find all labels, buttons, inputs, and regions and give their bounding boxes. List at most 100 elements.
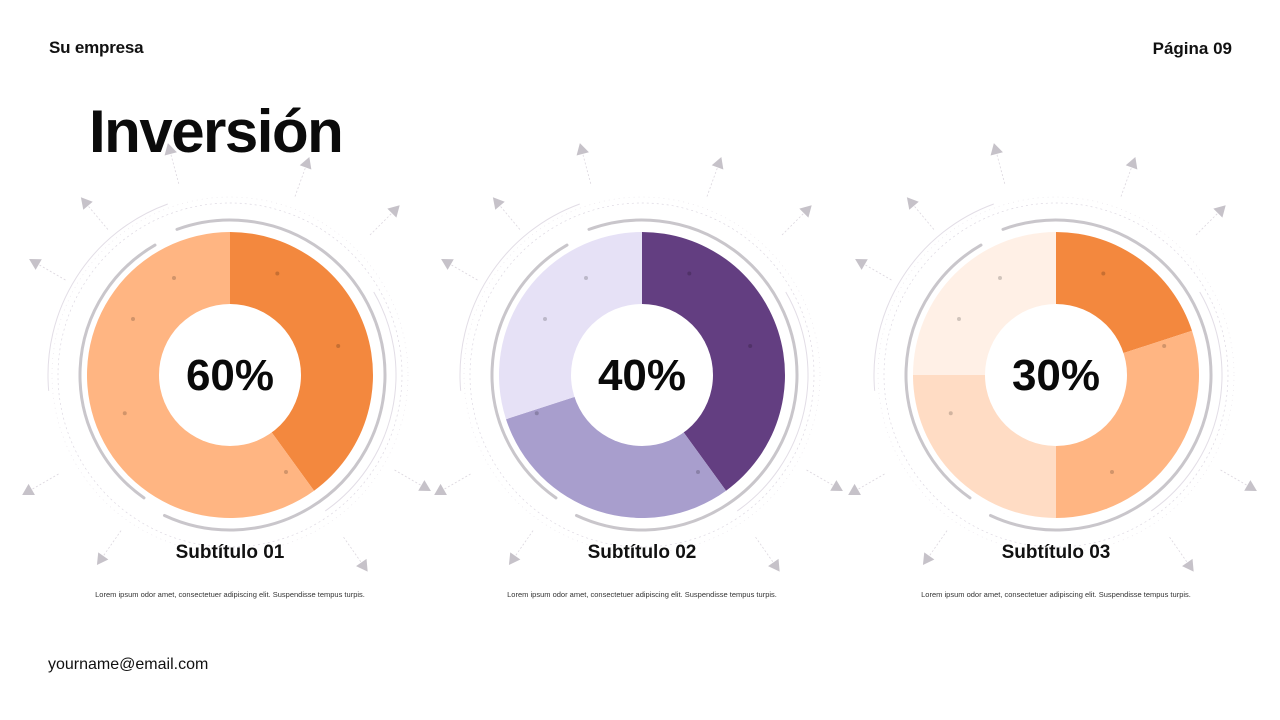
pointer-line [294, 163, 308, 197]
slice-dot [687, 271, 692, 276]
slice-dot [584, 276, 588, 281]
gray-arc-decoration [574, 218, 799, 532]
donut-chart-1 [22, 143, 431, 572]
pie-slice-2 [506, 375, 727, 518]
gray-arc-decoration [904, 243, 983, 500]
pointer-line [1120, 163, 1134, 197]
chart-2-center-label: 40% [597, 351, 687, 400]
pointer-arrow [299, 156, 312, 170]
pointer-line [446, 262, 478, 281]
footer-email: yourname@email.com [48, 656, 209, 673]
outer-arc-decoration [873, 203, 994, 391]
donut-hole [985, 304, 1127, 446]
pointer-arrow [576, 143, 589, 156]
pointer-line [755, 536, 776, 567]
slice-dot [957, 317, 962, 321]
slice-dot [284, 469, 288, 474]
gray-arc-decoration [490, 243, 569, 500]
pointer-arrow [164, 143, 177, 156]
pointer-arrow [906, 197, 919, 210]
slice-dot [1162, 344, 1167, 349]
slice-dot [122, 411, 127, 416]
pointer-arrow [356, 558, 368, 572]
chart-2-subtitle: Subtítulo 02 [587, 542, 697, 563]
pointer-line [995, 149, 1006, 184]
outer-ring-decoration [463, 196, 821, 554]
pointer-arrow [1213, 205, 1226, 218]
pointer-line [1195, 209, 1222, 236]
pointer-arrow [434, 483, 447, 495]
chart-1-center-label: 60% [185, 351, 275, 400]
donut-hole [159, 304, 301, 446]
chart-3-description: Lorem ipsum odor amet, consectetuer adip… [921, 590, 1191, 599]
outer-ring-decoration [57, 202, 403, 548]
chart-3-center-label: 30% [1011, 351, 1101, 400]
slice-dot [696, 469, 700, 474]
slice-dot [131, 317, 136, 321]
pointer-arrow [492, 197, 505, 210]
pointer-line [581, 149, 592, 184]
outer-arc-decoration [736, 291, 809, 512]
gray-arc-decoration [162, 218, 387, 532]
pointer-line [1169, 536, 1190, 567]
outer-ring-decoration [877, 196, 1235, 554]
pointer-arrow [96, 552, 109, 566]
pointer-line [911, 202, 935, 230]
slice-dot [534, 411, 539, 416]
pointer-arrow [711, 156, 724, 170]
pointer-line [100, 530, 122, 560]
pointer-line [169, 149, 180, 184]
outer-arc-decoration [47, 203, 168, 391]
pointer-arrow [441, 259, 454, 270]
pointer-arrow [418, 480, 431, 491]
pointer-line [854, 473, 885, 492]
slice-dot [998, 276, 1002, 281]
slice-dot [948, 411, 953, 416]
pointer-arrow [768, 558, 780, 572]
pointer-line [85, 202, 109, 230]
chart-2-description: Lorem ipsum odor amet, consectetuer adip… [507, 590, 777, 599]
donut-chart-2 [434, 143, 843, 572]
outer-ring-decoration [51, 196, 409, 554]
chart-1: 60% Subtítulo 01 Lorem ipsum odor amet, … [22, 143, 431, 615]
pointer-arrow [22, 483, 35, 495]
pointer-arrow [855, 259, 868, 270]
pointer-line [512, 530, 534, 560]
slice-dot [748, 344, 753, 349]
pointer-arrow [830, 480, 843, 491]
outer-arc-decoration [1150, 291, 1223, 512]
donut-hole [571, 304, 713, 446]
pointer-arrow [387, 205, 400, 218]
pointer-arrow [922, 552, 935, 566]
pointer-arrow [990, 143, 1003, 156]
pointer-line [926, 530, 948, 560]
pointer-line [860, 262, 892, 281]
chart-2: 40% Subtítulo 02 Lorem ipsum odor amet, … [434, 143, 843, 615]
pointer-arrow [1125, 156, 1138, 170]
outer-arc-decoration [324, 291, 397, 512]
pointer-line [369, 209, 396, 236]
chart-1-description: Lorem ipsum odor amet, consectetuer adip… [95, 590, 365, 599]
donut-chart-3 [848, 143, 1257, 572]
pointer-arrow [80, 197, 93, 210]
pointer-line [28, 473, 59, 492]
pointer-line [440, 473, 471, 492]
company-name: Su empresa [49, 38, 144, 57]
outer-ring-decoration [883, 202, 1229, 548]
pointer-line [497, 202, 521, 230]
pie-slice-1 [230, 232, 373, 491]
pie-slice-1 [642, 232, 785, 491]
pointer-arrow [848, 483, 861, 495]
pointer-arrow [1244, 480, 1257, 491]
page-title: Inversión [89, 98, 344, 165]
pointer-arrow [1182, 558, 1194, 572]
slice-dot [275, 271, 280, 276]
gray-arc-decoration [78, 243, 157, 500]
slice-dot [543, 317, 548, 321]
gray-arc-decoration [988, 218, 1213, 532]
outer-arc-decoration [459, 203, 580, 391]
pointer-line [394, 469, 426, 488]
pointer-line [781, 209, 808, 236]
pointer-line [706, 163, 720, 197]
slice-dot [1101, 271, 1106, 276]
